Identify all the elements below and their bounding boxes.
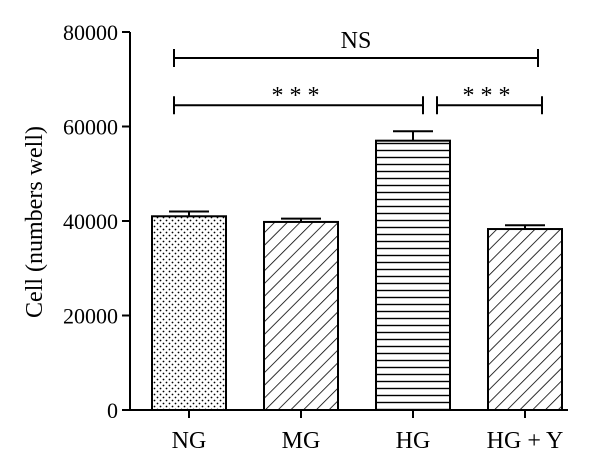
y-tick-label: 0 <box>107 398 118 423</box>
y-tick-label: 20000 <box>63 304 118 329</box>
y-tick-label: 60000 <box>63 115 118 140</box>
y-tick-label: 40000 <box>63 209 118 234</box>
bar-hg <box>375 139 451 412</box>
x-tick-label: MG <box>282 428 321 454</box>
significance-label: *** <box>463 83 517 109</box>
y-tick-label: 80000 <box>63 20 118 45</box>
bar-mg <box>263 220 339 411</box>
significance-label: NS <box>341 28 372 54</box>
y-axis-title: Cell (numbers well) <box>22 126 48 318</box>
significance-label: *** <box>272 83 326 109</box>
x-tick-label: HG <box>396 428 431 454</box>
x-tick-label: HG + Y <box>487 428 564 454</box>
x-tick-label: NG <box>172 428 207 454</box>
bar-ng <box>151 215 227 411</box>
bar-hg-y <box>487 228 563 411</box>
